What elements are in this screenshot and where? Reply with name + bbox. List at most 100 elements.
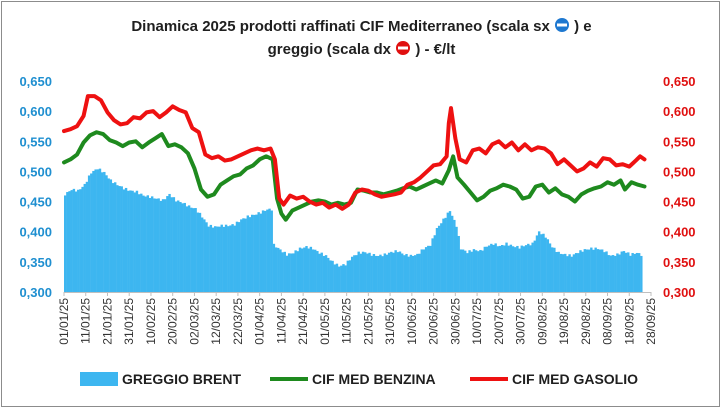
brent-area-bar: [153, 198, 156, 292]
blue-scale-icon: [554, 18, 569, 32]
brent-area-bar: [416, 253, 419, 292]
brent-area-bar: [396, 252, 400, 292]
brent-area-bar: [281, 252, 284, 292]
brent-area-bar: [579, 250, 582, 292]
left-axis-tick-label: 0,400: [19, 225, 52, 240]
brent-area-bar: [244, 218, 247, 292]
brent-area-bar: [620, 251, 623, 292]
brent-area-bar: [140, 193, 143, 292]
brent-area-bar: [137, 194, 141, 292]
x-axis-tick-label: 09/08/25: [535, 298, 549, 345]
brent-area-bar: [605, 251, 608, 292]
brent-area-bar: [540, 234, 543, 292]
brent-area-bar: [174, 201, 178, 292]
brent-area-bar: [70, 190, 73, 292]
brent-area-bar: [481, 250, 484, 292]
left-axis-tick-label: 0,650: [19, 74, 52, 89]
brent-area-bar: [253, 214, 256, 292]
brent-area-bar: [250, 214, 254, 292]
brent-area-bar: [166, 196, 169, 292]
brent-area-bar: [553, 247, 556, 292]
brent-area-bar: [298, 247, 302, 292]
x-axis-tick-label: 30/06/25: [448, 298, 462, 345]
brent-area-bar: [403, 255, 406, 292]
brent-area-bar: [459, 249, 463, 292]
brent-area-bar: [500, 245, 504, 292]
brent-area-bar: [596, 249, 600, 292]
brent-area-bar: [242, 218, 245, 292]
brent-area-bar: [224, 224, 228, 292]
x-axis-tick-label: 19/08/25: [557, 298, 571, 345]
brent-area-bar: [142, 195, 145, 292]
brent-area-bar: [183, 202, 186, 292]
brent-area-bar: [607, 255, 610, 292]
brent-area-bar: [470, 251, 473, 292]
brent-area-bar: [516, 245, 519, 292]
brent-area-bar: [616, 253, 619, 292]
brent-area-bar: [577, 253, 580, 292]
brent-area-bar: [292, 253, 295, 292]
brent-area-bar: [374, 255, 378, 292]
brent-area-bar: [316, 251, 319, 292]
brent-area-bar: [487, 245, 491, 292]
brent-area-bar: [246, 215, 250, 292]
brent-area-bar: [550, 247, 554, 292]
brent-area-bar: [207, 226, 210, 292]
brent-area-bar: [285, 255, 289, 292]
brent-area-bar: [320, 252, 323, 292]
brent-area-bar: [92, 170, 95, 292]
brent-area-bar: [594, 247, 597, 292]
brent-area-bar: [353, 255, 356, 292]
brent-area-bar: [409, 254, 413, 292]
brent-area-bar: [546, 239, 550, 292]
brent-area-bar: [542, 233, 545, 292]
brent-area-bar: [177, 200, 180, 292]
brent-area-bar: [587, 249, 591, 292]
brent-area-bar: [411, 255, 415, 292]
brent-area-bar: [535, 235, 539, 292]
brent-area-bar: [131, 190, 134, 292]
brent-area-bar: [437, 225, 441, 292]
brent-area-bar: [266, 209, 269, 292]
right-axis-tick-label: 0,600: [663, 104, 696, 119]
brent-area-bar: [235, 221, 239, 292]
brent-area-bar: [116, 185, 119, 292]
brent-area-bar: [203, 219, 206, 292]
x-axis-tick-label: 30/07/25: [514, 298, 528, 345]
brent-area-bar: [198, 212, 202, 292]
brent-area-bar: [329, 260, 332, 292]
brent-area-bar: [146, 195, 150, 292]
brent-area-bar: [66, 192, 69, 292]
brent-area-bar: [90, 173, 93, 292]
x-axis-tick-label: 01/05/25: [318, 298, 332, 345]
brent-area-bar: [309, 246, 313, 292]
brent-area-bar: [511, 246, 515, 292]
x-axis-tick-label: 10/02/25: [144, 298, 158, 345]
brent-area-bar: [631, 253, 634, 292]
brent-area-bar: [385, 254, 389, 292]
x-axis-tick-label: 22/03/25: [231, 298, 245, 345]
brent-area-bar: [498, 245, 502, 292]
brent-area-bar: [618, 254, 621, 292]
brent-area-bar: [257, 212, 260, 292]
brent-area-bar: [324, 255, 328, 292]
brent-area-bar: [366, 253, 369, 292]
brent-area-bar: [190, 207, 193, 292]
brent-area-bar: [598, 249, 602, 292]
brent-area-bar: [548, 243, 552, 292]
brent-area-bar: [107, 178, 110, 292]
brent-area-bar: [590, 247, 593, 292]
brent-area-bar: [372, 254, 376, 292]
brent-area-bar: [218, 226, 221, 292]
brent-area-bar: [307, 248, 310, 292]
x-axis-tick-label: 10/07/25: [470, 298, 484, 345]
brent-area-bar: [405, 253, 408, 292]
right-axis-tick-label: 0,650: [663, 74, 696, 89]
left-axis-tick-label: 0,450: [19, 195, 52, 210]
brent-area-bar: [85, 181, 89, 292]
brent-area-bar: [209, 224, 213, 292]
brent-area-bar: [603, 252, 606, 292]
brent-area-bar: [418, 253, 421, 292]
brent-area-bar: [446, 212, 450, 292]
